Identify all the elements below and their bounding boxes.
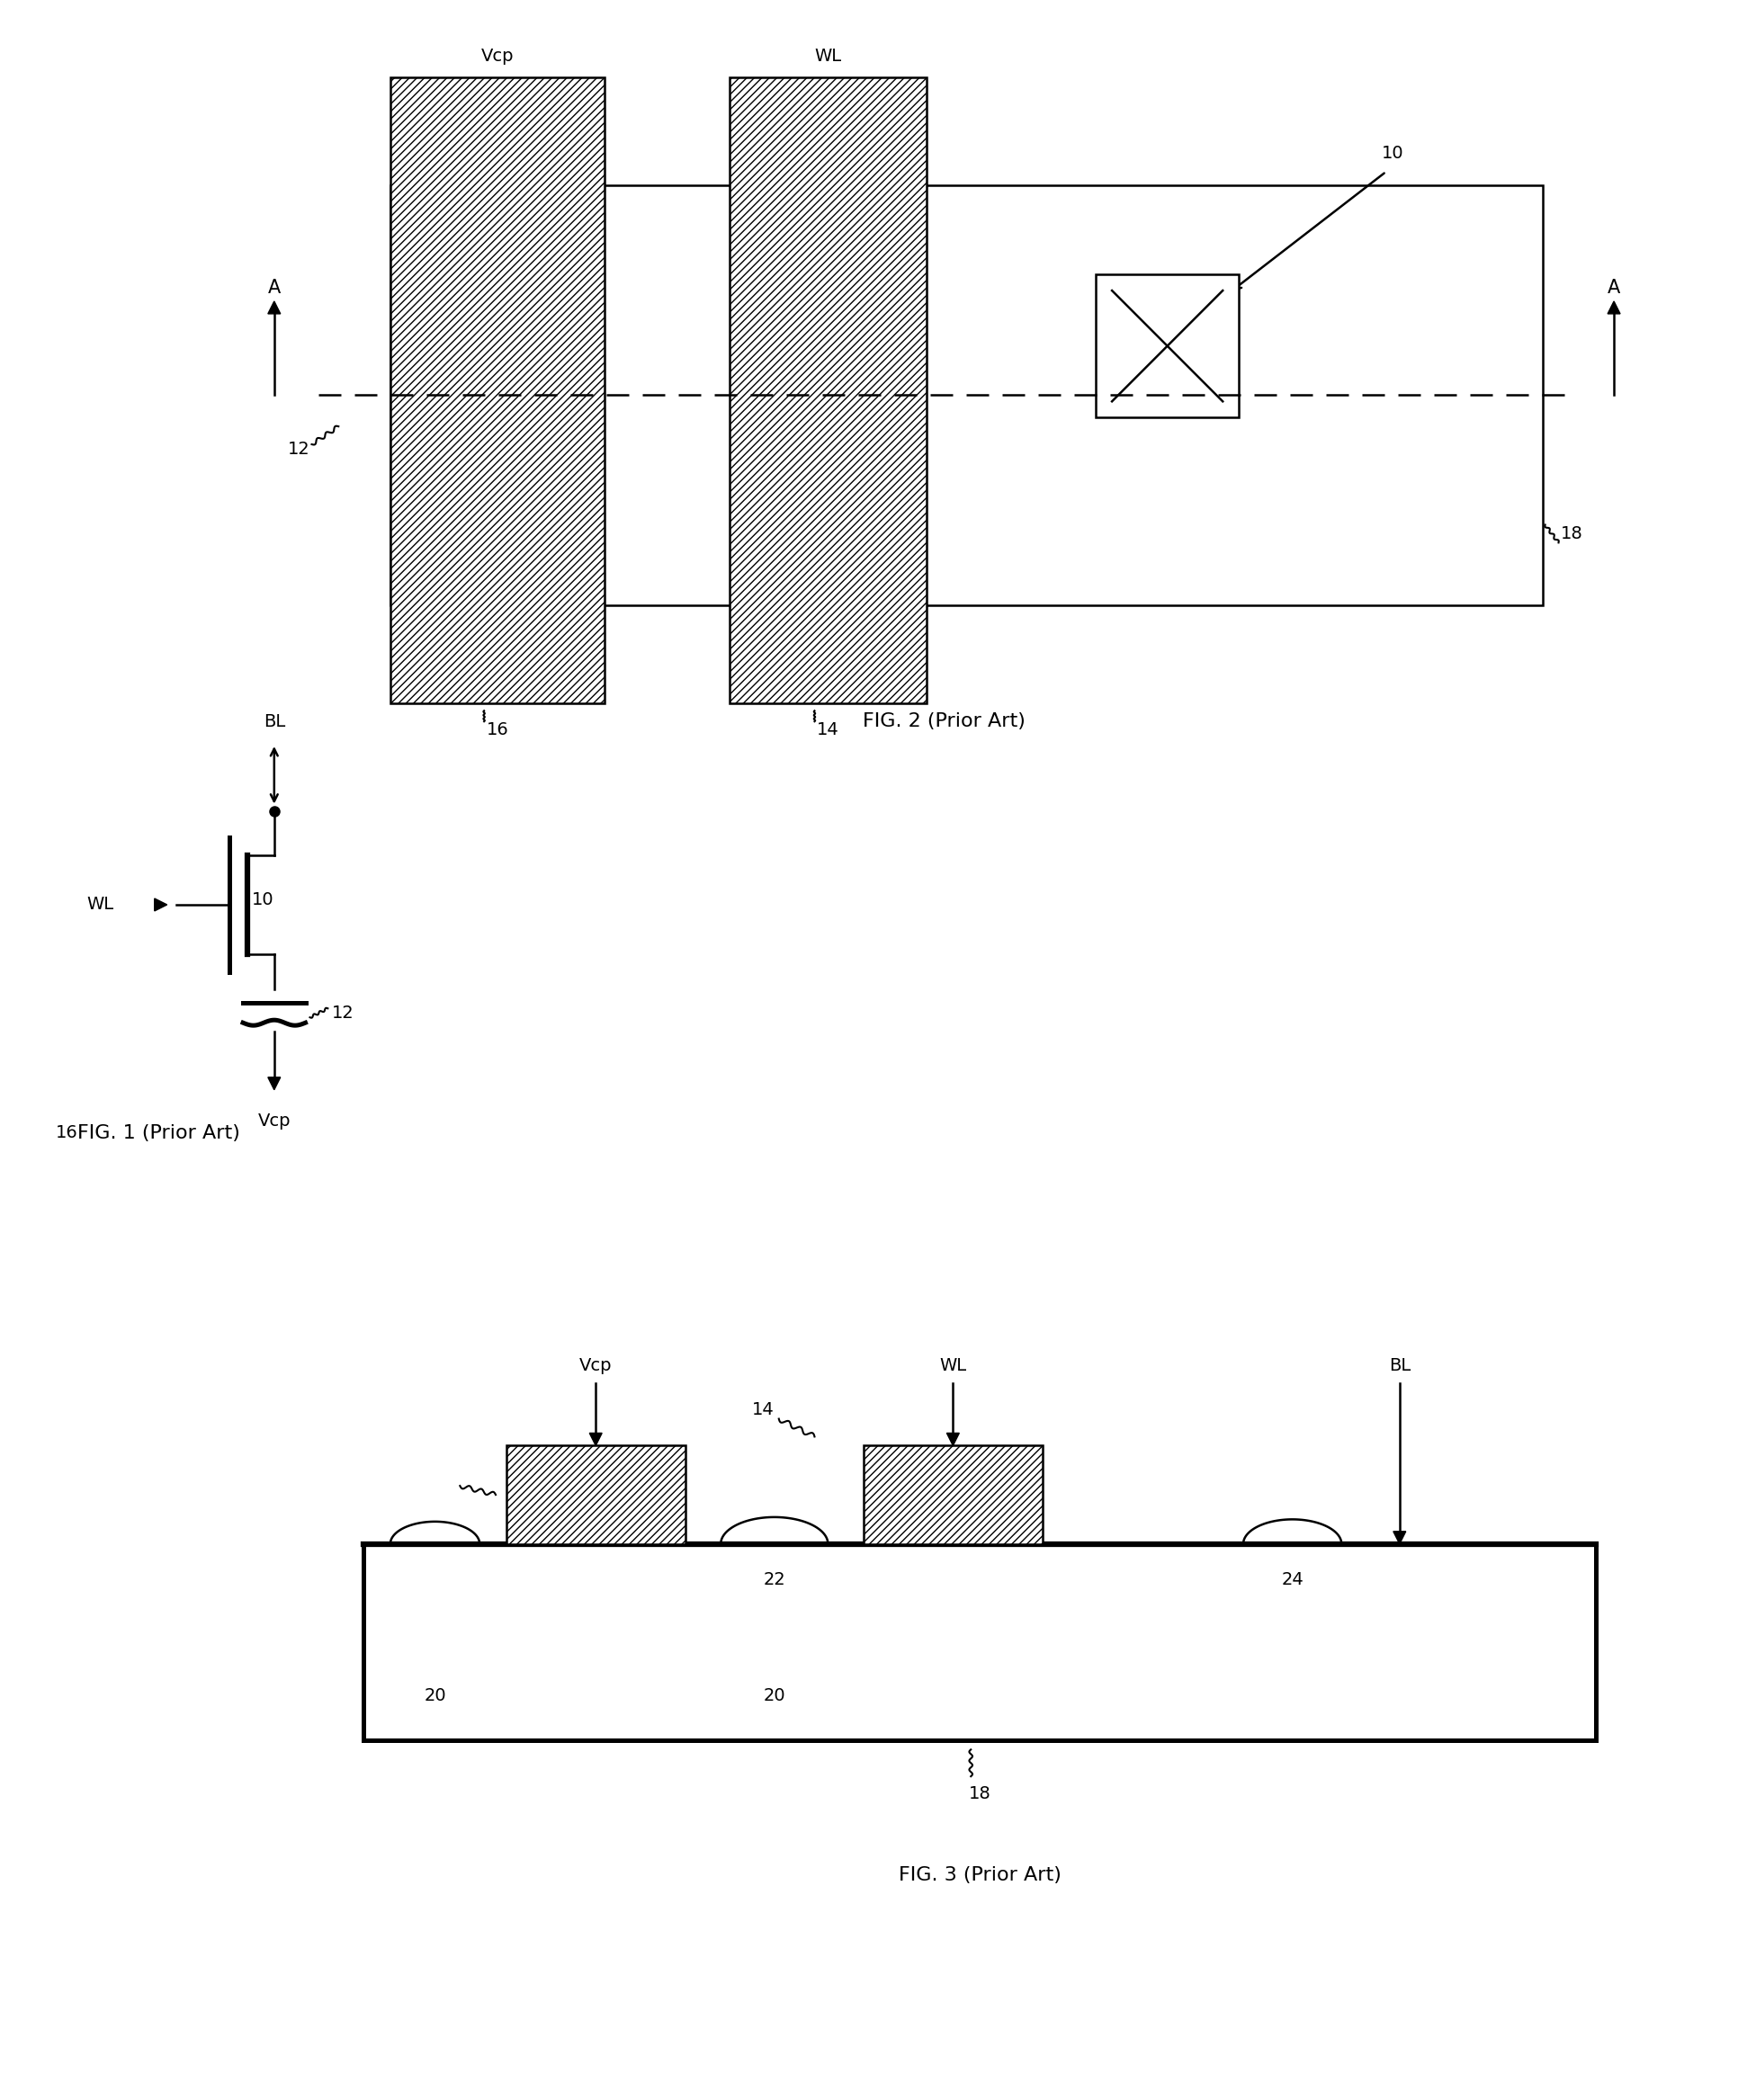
Bar <box>1095 275 1239 418</box>
Text: 20: 20 <box>763 1688 786 1705</box>
Text: 14: 14 <box>818 722 839 739</box>
Polygon shape <box>1607 300 1619 313</box>
Text: BL: BL <box>264 714 285 731</box>
Text: A: A <box>267 279 281 296</box>
Text: 18: 18 <box>1560 525 1583 542</box>
Text: Vcp: Vcp <box>259 1113 290 1130</box>
Polygon shape <box>589 1432 603 1445</box>
Text: FIG. 1 (Prior Art): FIG. 1 (Prior Art) <box>77 1124 241 1142</box>
Text: WL: WL <box>814 48 842 65</box>
Bar <box>390 185 1543 605</box>
Text: WL: WL <box>86 897 114 914</box>
Text: 22: 22 <box>763 1571 786 1588</box>
Text: BL: BL <box>1389 1357 1410 1373</box>
Polygon shape <box>267 1077 281 1090</box>
Text: 16: 16 <box>486 722 508 739</box>
Text: 10: 10 <box>1382 145 1405 162</box>
Text: FIG. 2 (Prior Art): FIG. 2 (Prior Art) <box>863 712 1025 731</box>
Polygon shape <box>267 300 281 313</box>
Text: 18: 18 <box>968 1785 991 1802</box>
Text: WL: WL <box>940 1357 966 1373</box>
Bar <box>863 1445 1043 1544</box>
Text: 10: 10 <box>252 892 274 909</box>
Polygon shape <box>154 899 168 911</box>
Text: 12: 12 <box>332 1004 355 1021</box>
Polygon shape <box>1394 1531 1406 1544</box>
Bar <box>363 1544 1597 1741</box>
Bar <box>730 78 926 704</box>
Text: Vcp: Vcp <box>480 48 514 65</box>
Text: 16: 16 <box>56 1124 77 1140</box>
Text: FIG. 3 (Prior Art): FIG. 3 (Prior Art) <box>898 1865 1060 1884</box>
Bar <box>507 1445 685 1544</box>
Bar <box>390 78 604 704</box>
Polygon shape <box>947 1432 959 1445</box>
Text: 12: 12 <box>288 441 309 458</box>
Text: Vcp: Vcp <box>580 1357 611 1373</box>
Text: 20: 20 <box>425 1688 445 1705</box>
Text: 24: 24 <box>1281 1571 1303 1588</box>
Text: 14: 14 <box>753 1401 774 1418</box>
Text: A: A <box>1607 279 1619 296</box>
